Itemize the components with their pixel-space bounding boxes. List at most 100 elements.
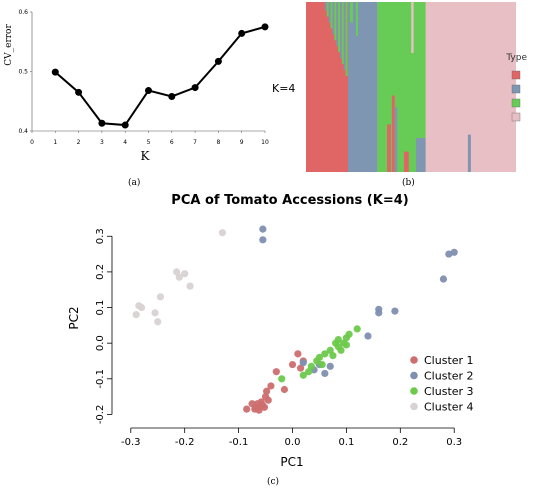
cv-error-point	[98, 119, 106, 127]
pca-y-tick-label: 0.2	[95, 264, 106, 280]
pca-point	[345, 330, 353, 338]
pca-point	[296, 364, 305, 372]
cv-error-point	[261, 23, 269, 31]
segment-c-admix	[416, 138, 426, 172]
pca-point	[315, 353, 324, 362]
ancestry-blocks	[306, 2, 516, 172]
segment-a-admix	[330, 2, 333, 29]
pca-point	[132, 311, 140, 319]
segment-a-admix	[336, 2, 339, 47]
ancestry-legend: ABCD	[511, 70, 521, 122]
pca-ylabel: PC2	[67, 306, 81, 329]
pca-legend-label: Cluster 1	[424, 354, 474, 367]
pca-point	[321, 369, 329, 378]
x-tick-label: 7	[193, 139, 197, 146]
pca-legend-marker	[410, 371, 418, 380]
cv-error-ticks: 0 1 2 3 4 5 6 7 8 9 10 0.4 0.5 0.6	[18, 9, 269, 146]
pca-legend-marker	[410, 402, 418, 411]
pca-point	[288, 360, 297, 369]
pca-points	[132, 225, 458, 414]
pca-point	[243, 405, 251, 413]
cv-error-ylabel: CV_error	[4, 24, 14, 66]
pca-x-tick-label: -0.1	[229, 437, 249, 448]
pca-point	[154, 318, 162, 326]
segment-c-admix	[394, 107, 398, 172]
pca-point	[318, 360, 326, 369]
pca-point	[218, 229, 227, 237]
pca-point	[259, 236, 267, 244]
cv-error-point	[214, 57, 222, 65]
pca-point	[329, 352, 337, 360]
pca-point	[151, 309, 159, 317]
pca-xlabel: PC1	[280, 455, 303, 469]
segment-a-admix	[334, 2, 337, 41]
pca-point	[260, 403, 269, 411]
pca-point	[439, 275, 448, 283]
pca-point	[299, 371, 307, 379]
pca-point	[264, 396, 272, 404]
pca-point	[337, 346, 345, 354]
cv-error-point	[191, 84, 199, 92]
ancestry-structure-chart: K=4 Type ABCD	[272, 2, 527, 172]
pca-x-tick-label: 0.2	[392, 437, 408, 448]
legend-swatch	[511, 98, 521, 108]
y-tick-label: 0.5	[18, 69, 28, 76]
pca-legend-label: Cluster 2	[424, 370, 474, 383]
pca-point	[272, 368, 280, 376]
x-tick-label: 10	[261, 139, 269, 146]
pca-point	[353, 325, 361, 333]
k-row-label: K=4	[272, 82, 295, 95]
legend-swatch	[511, 84, 521, 94]
pca-point	[334, 336, 342, 344]
segment-c-admix	[403, 151, 409, 172]
segment-a-admix	[340, 2, 342, 59]
pca-ticks: -0.3 -0.2 -0.1 0.0 0.1 0.2 0.3 -0.2 -0.1 0.0 0.1 0.…	[95, 228, 462, 448]
pca-point	[173, 268, 181, 276]
pca-legend-label: Cluster 4	[424, 401, 474, 414]
pca-x-tick-label: -0.3	[121, 437, 141, 448]
pca-point	[321, 350, 329, 358]
x-tick-label: 1	[53, 139, 57, 146]
pca-point	[137, 303, 146, 312]
pca-axes	[111, 236, 455, 429]
pca-point	[156, 293, 165, 301]
segment-a-admix	[343, 2, 346, 70]
cv-error-point	[145, 87, 152, 95]
cv-error-point	[121, 121, 129, 129]
segment-c-admix	[391, 95, 395, 172]
cv-error-line	[54, 25, 266, 127]
segment-a-admix	[324, 2, 327, 11]
pca-point	[299, 359, 307, 367]
pca-y-tick-label: 0.3	[95, 228, 106, 244]
pca-x-tick-label: 0.3	[446, 437, 462, 448]
segment-c-admix	[411, 2, 414, 53]
segment-b-admix	[350, 2, 353, 23]
segment-b-admix	[356, 2, 358, 36]
pca-y-tick-label: -0.2	[95, 405, 106, 425]
pca-point	[326, 362, 334, 370]
pca-legend-marker	[410, 387, 418, 395]
x-tick-label: 0	[30, 139, 34, 146]
pca-point	[391, 307, 399, 315]
pca-point	[186, 282, 194, 290]
pca-point	[307, 362, 315, 370]
pca-point	[294, 350, 302, 358]
x-tick-label: 9	[240, 139, 244, 146]
x-tick-label: 2	[77, 139, 81, 146]
x-tick-label: 8	[216, 139, 220, 146]
pca-legend-label: Cluster 3	[424, 385, 474, 398]
x-tick-label: 5	[147, 139, 151, 146]
pca-point	[263, 387, 271, 395]
cv-error-point	[51, 68, 59, 76]
pca-y-tick-label: 0.1	[95, 300, 106, 316]
legend-title: Type	[505, 53, 527, 63]
pca-point	[259, 225, 267, 233]
cv-error-point	[168, 92, 176, 100]
pca-y-tick-label: -0.1	[95, 369, 106, 389]
pca-legend: Cluster 1 Cluster 2 Cluster 3 Cluster 4	[410, 354, 474, 414]
segment-a-admix	[332, 2, 335, 35]
pca-title: PCA of Tomato Accessions (K=4)	[171, 193, 408, 208]
legend-swatch	[511, 112, 521, 122]
pca-point	[342, 341, 351, 349]
cv-error-points	[51, 23, 269, 129]
